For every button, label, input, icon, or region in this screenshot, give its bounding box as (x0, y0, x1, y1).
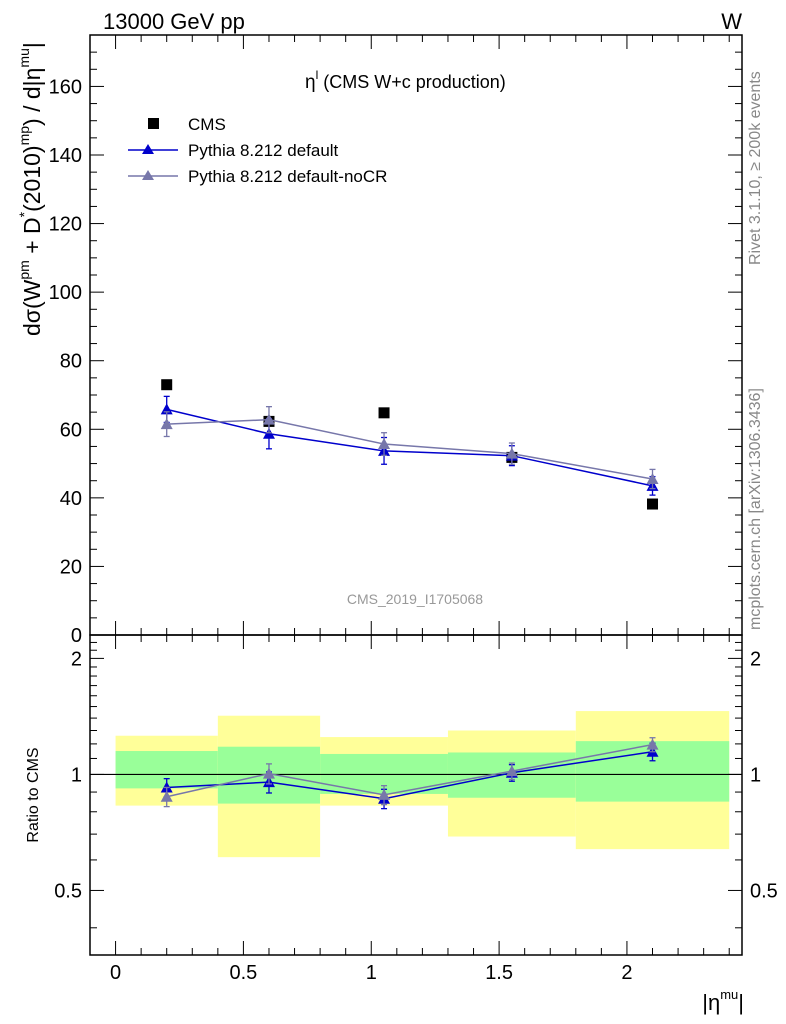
ylabel-part-a-sup: pm (16, 260, 32, 279)
main-title-sup: l (316, 68, 319, 82)
main-title: ηl (CMS W+c production) (305, 68, 506, 93)
ratio-xlabel: |ηmu| (702, 987, 744, 1015)
ratio-series-layer (160, 737, 659, 810)
legend: CMS Pythia 8.212 default Pythia 8.212 de… (128, 115, 387, 186)
main-ylabel: dσ(Wpm + D*(2010)mp) / d|ηmu| (16, 42, 45, 336)
data-point-nocr (378, 438, 391, 450)
ratio-y-tick-label-left: 1 (71, 764, 82, 786)
ratio-x-axis: 0 0.5 1 1.5 2 (110, 635, 730, 984)
data-point-cms (647, 498, 659, 510)
mcplots-label: mcplots.cern.ch [arXiv:1306.3436] (747, 388, 764, 630)
main-title-prefix: η (305, 72, 316, 93)
ratio-x-tick-label: 1.5 (485, 962, 513, 984)
ratio-panel: 0.5 0.5 1 1 2 2 0 0.5 1 1.5 2 Ratio to CMS |ηmu| (25, 634, 778, 1015)
ratio-x-tick-label: 0 (110, 962, 121, 984)
data-point-nocr (646, 473, 659, 484)
main-y-tick-label: 100 (49, 282, 82, 304)
ratio-x-tick-label: 2 (621, 962, 632, 984)
main-y-axis: 0 20 40 60 80 100 120 140 160 (49, 34, 742, 647)
ratio-y-tick-label-left: 2 (71, 648, 82, 670)
ylabel-part-a: dσ(W (19, 279, 45, 336)
data-point-cms (161, 379, 173, 391)
main-y-tick-label: 40 (60, 488, 82, 510)
xlabel-main: |η (702, 990, 720, 1015)
ylabel-part-b: + D (19, 217, 45, 260)
data-point-nocr (262, 413, 275, 425)
rivet-label: Rivet 3.1.10, ≥ 200k events (747, 71, 764, 265)
main-y-tick-label: 60 (60, 419, 82, 441)
ratio-point-nocr (160, 790, 173, 802)
legend-marker-default (142, 144, 154, 154)
legend-label-cms: CMS (188, 115, 226, 134)
main-x-ticks (115, 35, 730, 635)
data-point-cms (378, 407, 390, 419)
main-panel: 0 20 40 60 80 100 120 140 160 ηl (CMS W+c produc… (16, 34, 743, 647)
ratio-y-tick-label-right: 2 (750, 648, 761, 670)
ratio-ylabel: Ratio to CMS (25, 747, 42, 842)
data-point-nocr (505, 447, 518, 459)
header-left-label: 13000 GeV pp (103, 9, 245, 34)
legend-label-default: Pythia 8.212 default (188, 141, 339, 160)
main-y-tick-label: 20 (60, 556, 82, 578)
legend-marker-cms (148, 118, 159, 129)
main-y-tick-label: 0 (71, 625, 82, 647)
ratio-y-tick-label-right: 0.5 (750, 880, 778, 902)
data-point-nocr (160, 418, 173, 430)
xlabel-end: | (738, 990, 744, 1015)
xlabel-sup: mu (720, 987, 738, 1002)
legend-marker-nocr (142, 170, 154, 180)
main-y-tick-label: 120 (49, 214, 82, 236)
legend-label-nocr: Pythia 8.212 default-noCR (188, 167, 387, 186)
analysis-watermark: CMS_2019_I1705068 (347, 591, 483, 607)
main-y-tick-label: 140 (49, 145, 82, 167)
ratio-point-nocr (378, 788, 391, 800)
ratio-point-nocr (505, 765, 518, 777)
ratio-point-nocr (262, 767, 275, 779)
ratio-y-tick-label-right: 1 (750, 764, 761, 786)
header-right-label: W (721, 9, 742, 34)
main-series-layer (160, 379, 659, 510)
ratio-x-tick-label: 1 (366, 962, 377, 984)
ylabel-part-e: | (19, 42, 45, 48)
ylabel-part-d-sup: mu (16, 48, 32, 67)
ylabel-part-b-sup: * (16, 211, 32, 217)
ratio-y-tick-label-left: 0.5 (54, 880, 82, 902)
ylabel-part-d: ) / d|η (19, 68, 45, 126)
ylabel-part-c-sup: mp (16, 126, 32, 146)
main-y-tick-label: 80 (60, 351, 82, 373)
ratio-panel-frame (89, 634, 743, 956)
main-y-tick-label: 160 (49, 76, 82, 98)
main-title-rest: (CMS W+c production) (318, 72, 506, 92)
ratio-x-tick-label: 0.5 (230, 962, 258, 984)
ratio-point-nocr (646, 738, 659, 750)
ratio-y-axis: 0.5 0.5 1 1 2 2 (54, 641, 778, 929)
ratio-bands (115, 711, 730, 858)
ylabel-part-c: (2010) (19, 145, 45, 211)
